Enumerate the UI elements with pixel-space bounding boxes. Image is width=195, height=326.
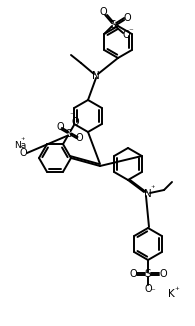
Text: ⁺: ⁺ (175, 286, 179, 294)
Text: O: O (75, 133, 83, 143)
Text: S: S (110, 20, 116, 30)
Text: O: O (129, 269, 137, 279)
Text: O: O (159, 269, 167, 279)
Text: N: N (92, 71, 100, 81)
Text: O: O (99, 7, 107, 17)
Text: ⁺: ⁺ (151, 185, 155, 194)
Text: S: S (145, 269, 151, 279)
Text: ⁻: ⁻ (151, 288, 155, 297)
Text: ⁻: ⁻ (69, 111, 74, 120)
Text: ⁻: ⁻ (129, 27, 134, 37)
Text: O: O (56, 122, 64, 132)
Text: K: K (168, 289, 175, 299)
Text: O: O (122, 30, 130, 40)
Text: O: O (20, 148, 28, 158)
Text: O: O (144, 284, 152, 294)
Text: Na: Na (14, 141, 26, 151)
Text: O: O (123, 13, 131, 23)
Text: O: O (72, 117, 79, 127)
Text: N: N (144, 189, 152, 199)
Text: S: S (66, 129, 72, 139)
Text: ⁺: ⁺ (21, 137, 25, 145)
